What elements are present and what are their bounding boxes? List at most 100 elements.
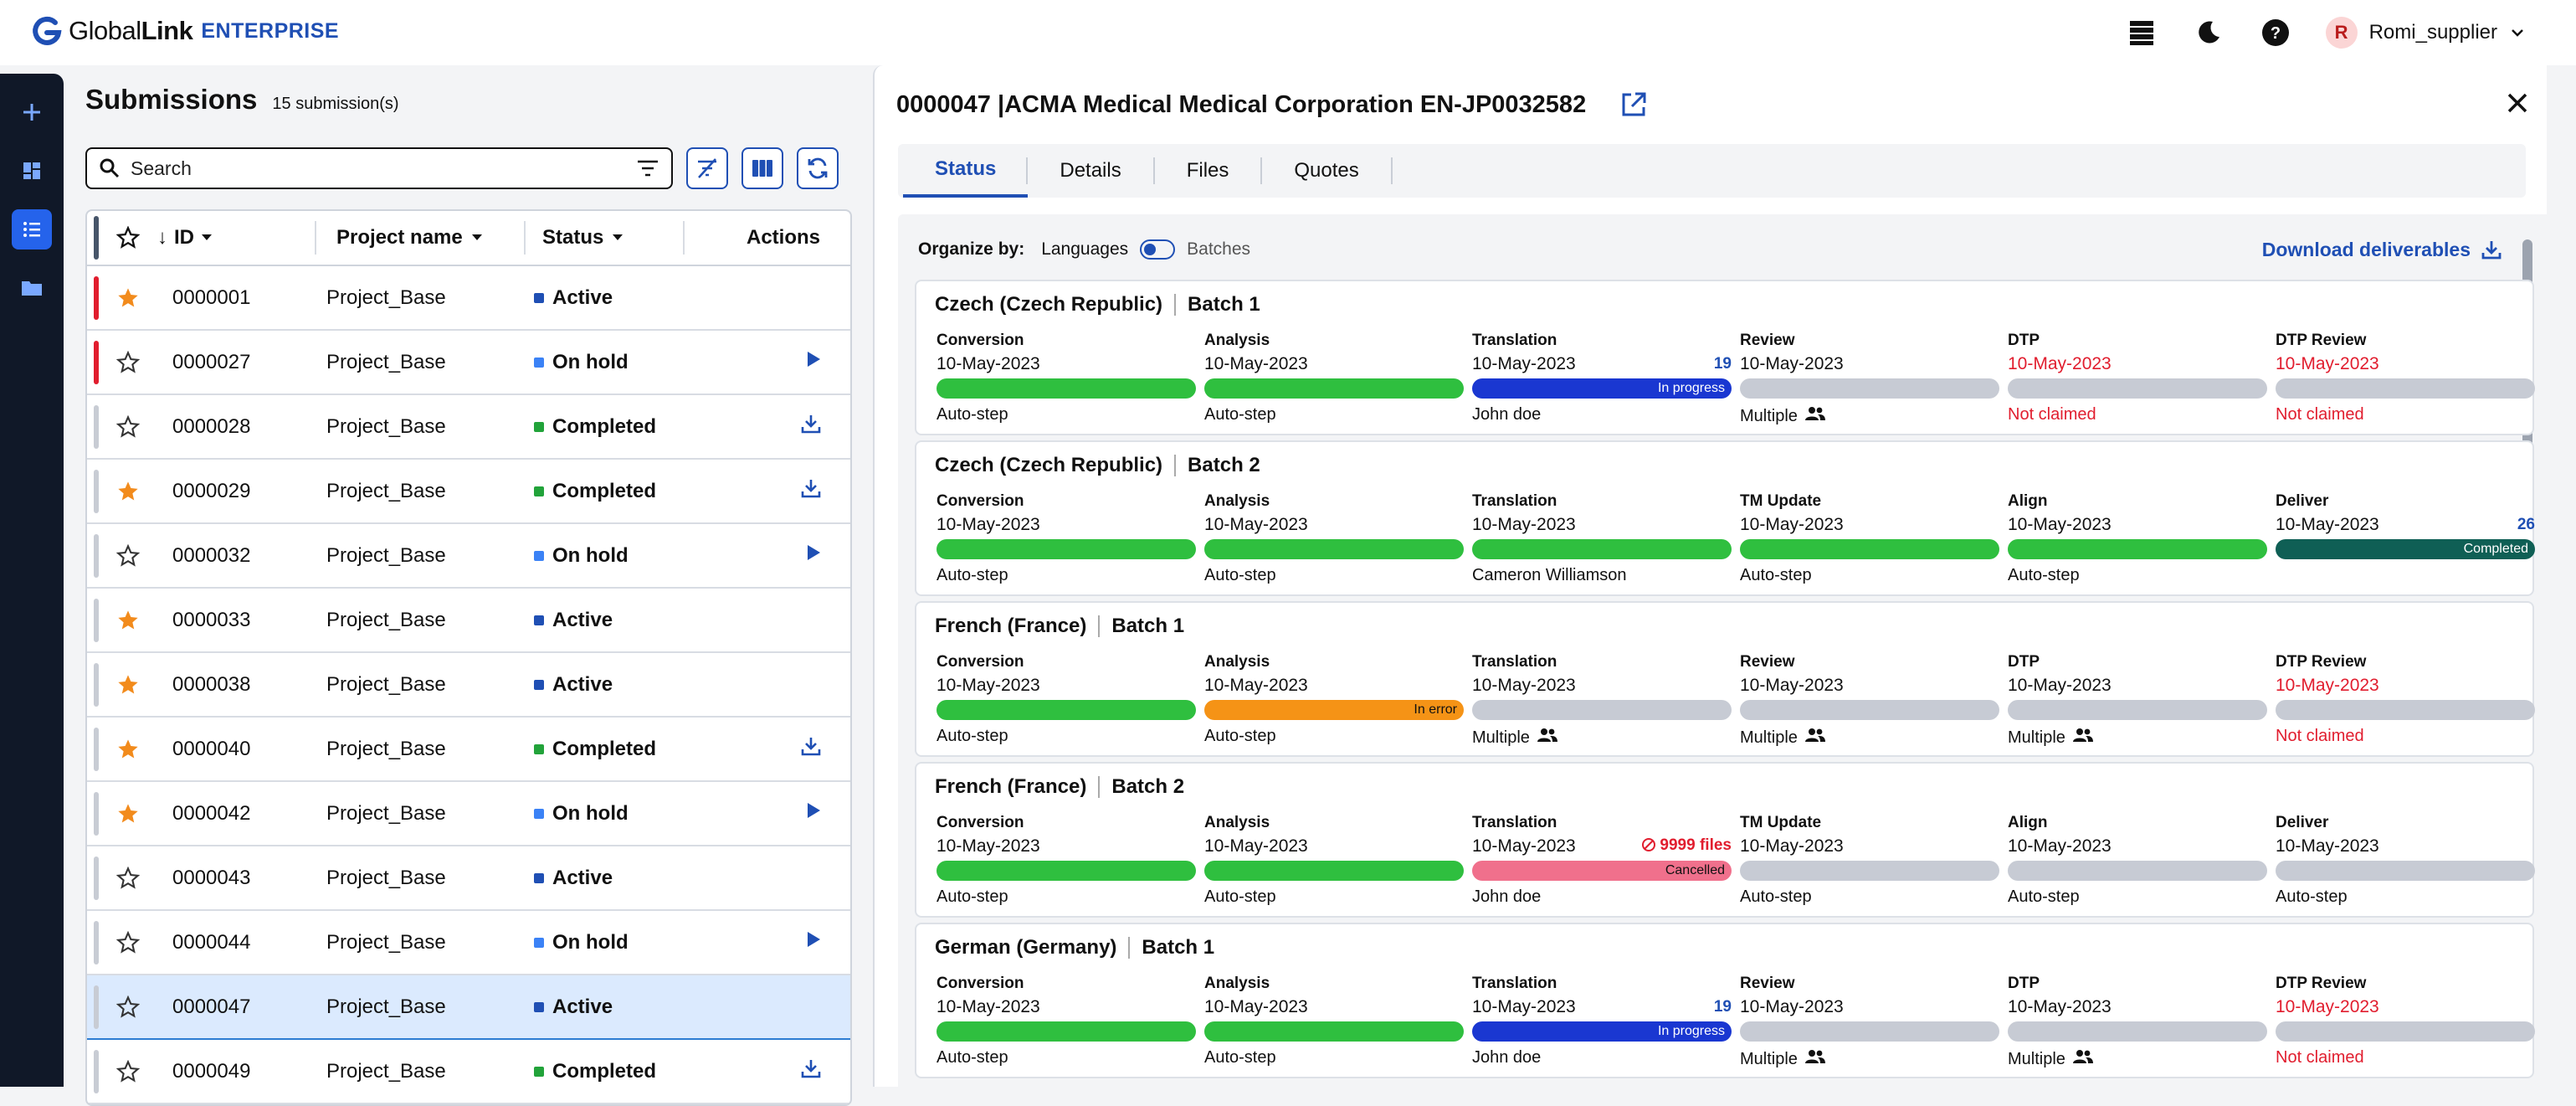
batch-card: Czech (Czech Republic) Batch 1 Conversion 1… <box>915 280 2535 435</box>
column-header-status[interactable]: Status <box>526 221 685 255</box>
step-progress-bar: Cancelled <box>1472 861 1732 881</box>
star-filled-icon[interactable] <box>99 480 157 503</box>
star-icon[interactable] <box>99 995 157 1019</box>
workflow-step[interactable]: Translation 10-May-2023 9999 files Cancelle… <box>1472 814 1732 907</box>
help-icon[interactable]: ? <box>2259 16 2292 49</box>
column-header-project[interactable]: Project name <box>316 221 526 255</box>
submissions-list-icon[interactable] <box>12 209 52 249</box>
play-icon[interactable] <box>805 350 822 374</box>
step-progress-bar <box>1472 539 1732 559</box>
workflow-step[interactable]: Deliver 10-May-2023 26 Completed <box>2276 492 2535 566</box>
tab-status[interactable]: Status <box>903 144 1029 198</box>
workflow-step[interactable]: DTP Review 10-May-2023 Not claimed <box>2276 332 2535 424</box>
tab-files[interactable]: Files <box>1155 157 1263 184</box>
workflow-step[interactable]: Analysis 10-May-2023 In error Auto-step <box>1204 653 1464 746</box>
header-indicator <box>94 216 99 260</box>
folder-icon[interactable] <box>12 268 52 308</box>
header-star-icon[interactable] <box>99 226 157 249</box>
workflow-step[interactable]: Review 10-May-2023 Multiple <box>1740 332 1999 427</box>
workflow-step[interactable]: Analysis 10-May-2023 Auto-step <box>1204 814 1464 907</box>
tab-details[interactable]: Details <box>1028 157 1155 184</box>
search-input[interactable] <box>131 157 636 180</box>
status-badge: On hold <box>552 543 629 567</box>
close-icon[interactable] <box>2503 89 2532 121</box>
table-row[interactable]: 0000044 Project_Base On hold <box>87 911 850 975</box>
database-icon[interactable] <box>2125 16 2158 49</box>
workflow-step[interactable]: Translation 10-May-2023 Multiple <box>1472 653 1732 748</box>
workflow-step[interactable]: TM Update 10-May-2023 Auto-step <box>1740 814 1999 907</box>
clear-filter-button[interactable] <box>686 147 728 189</box>
table-row[interactable]: 0000042 Project_Base On hold <box>87 782 850 846</box>
workflow-step[interactable]: Review 10-May-2023 Multiple <box>1740 975 1999 1070</box>
star-icon[interactable] <box>99 414 157 439</box>
table-row[interactable]: 0000001 Project_Base Active <box>87 266 850 331</box>
table-row[interactable]: 0000032 Project_Base On hold <box>87 524 850 589</box>
filter-icon[interactable] <box>636 158 659 178</box>
download-deliverables-button[interactable]: Download deliverables <box>2262 233 2502 266</box>
table-row[interactable]: 0000027 Project_Base On hold <box>87 331 850 395</box>
tab-quotes[interactable]: Quotes <box>1262 157 1393 184</box>
step-date: 10-May-2023 <box>1204 515 1308 534</box>
play-icon[interactable] <box>805 930 822 954</box>
workflow-step[interactable]: Conversion 10-May-2023 Auto-step <box>936 332 1196 424</box>
star-icon[interactable] <box>99 930 157 954</box>
workflow-step[interactable]: Analysis 10-May-2023 Auto-step <box>1204 332 1464 424</box>
workflow-step[interactable]: DTP 10-May-2023 Not claimed <box>2008 332 2267 424</box>
organize-toggle[interactable] <box>1140 239 1176 260</box>
star-filled-icon[interactable] <box>99 286 157 310</box>
download-icon[interactable] <box>800 1057 822 1085</box>
table-row[interactable]: 0000029 Project_Base Completed <box>87 460 850 524</box>
star-filled-icon[interactable] <box>99 738 157 761</box>
workflow-step[interactable]: TM Update 10-May-2023 Auto-step <box>1740 492 1999 585</box>
workflow-step[interactable]: Analysis 10-May-2023 Auto-step <box>1204 975 1464 1067</box>
download-icon[interactable] <box>800 735 822 763</box>
workflow-step[interactable]: Analysis 10-May-2023 Auto-step <box>1204 492 1464 585</box>
workflow-step[interactable]: Deliver 10-May-2023 Auto-step <box>2276 814 2535 907</box>
add-icon[interactable] <box>12 92 52 132</box>
dashboard-icon[interactable] <box>12 151 52 191</box>
table-row[interactable]: 0000033 Project_Base Active <box>87 589 850 653</box>
play-icon[interactable] <box>805 543 822 568</box>
workflow-step[interactable]: DTP Review 10-May-2023 Not claimed <box>2276 653 2535 746</box>
workflow-step[interactable]: Align 10-May-2023 Auto-step <box>2008 492 2267 585</box>
workflow-step[interactable]: Align 10-May-2023 Auto-step <box>2008 814 2267 907</box>
star-icon[interactable] <box>99 1059 157 1083</box>
star-filled-icon[interactable] <box>99 673 157 697</box>
star-icon[interactable] <box>99 866 157 890</box>
user-menu[interactable]: R Romi_supplier <box>2325 17 2526 49</box>
table-row[interactable]: 0000047 Project_Base Active <box>87 975 850 1040</box>
workflow-step[interactable]: DTP Review 10-May-2023 Not claimed <box>2276 975 2535 1067</box>
step-name: Conversion <box>936 492 1024 510</box>
workflow-step[interactable]: Translation 10-May-2023 19 In progress John … <box>1472 332 1732 424</box>
refresh-button[interactable] <box>797 147 839 189</box>
column-header-id[interactable]: ↓ ID <box>157 221 316 255</box>
star-filled-icon[interactable] <box>99 802 157 826</box>
table-row[interactable]: 0000049 Project_Base Completed <box>87 1040 850 1104</box>
download-icon[interactable] <box>800 477 822 505</box>
open-external-icon[interactable] <box>1619 90 1648 119</box>
workflow-step[interactable]: DTP 10-May-2023 Multiple <box>2008 975 2267 1070</box>
step-progress-bar <box>1472 700 1732 720</box>
workflow-step[interactable]: Conversion 10-May-2023 Auto-step <box>936 653 1196 746</box>
workflow-step[interactable]: Review 10-May-2023 Multiple <box>1740 653 1999 748</box>
table-row[interactable]: 0000028 Project_Base Completed <box>87 395 850 460</box>
workflow-step[interactable]: DTP 10-May-2023 Multiple <box>2008 653 2267 748</box>
workflow-step[interactable]: Translation 10-May-2023 19 In progress John … <box>1472 975 1732 1067</box>
table-row[interactable]: 0000043 Project_Base Active <box>87 846 850 911</box>
workflow-step[interactable]: Conversion 10-May-2023 Auto-step <box>936 975 1196 1067</box>
table-row[interactable]: 0000038 Project_Base Active <box>87 653 850 718</box>
globallink-logo[interactable]: GlobalLink ENTERPRISE <box>30 14 339 48</box>
star-filled-icon[interactable] <box>99 609 157 632</box>
workflow-step[interactable]: Translation 10-May-2023 Cameron Williamson <box>1472 492 1732 585</box>
step-count-text: 19 <box>1713 355 1732 373</box>
download-icon[interactable] <box>800 413 822 440</box>
star-icon[interactable] <box>99 543 157 568</box>
star-icon[interactable] <box>99 350 157 374</box>
dark-mode-icon[interactable] <box>2192 16 2225 49</box>
row-id: 0000001 <box>172 286 251 309</box>
columns-button[interactable] <box>741 147 783 189</box>
play-icon[interactable] <box>805 801 822 826</box>
table-row[interactable]: 0000040 Project_Base Completed <box>87 718 850 782</box>
workflow-step[interactable]: Conversion 10-May-2023 Auto-step <box>936 814 1196 907</box>
workflow-step[interactable]: Conversion 10-May-2023 Auto-step <box>936 492 1196 585</box>
